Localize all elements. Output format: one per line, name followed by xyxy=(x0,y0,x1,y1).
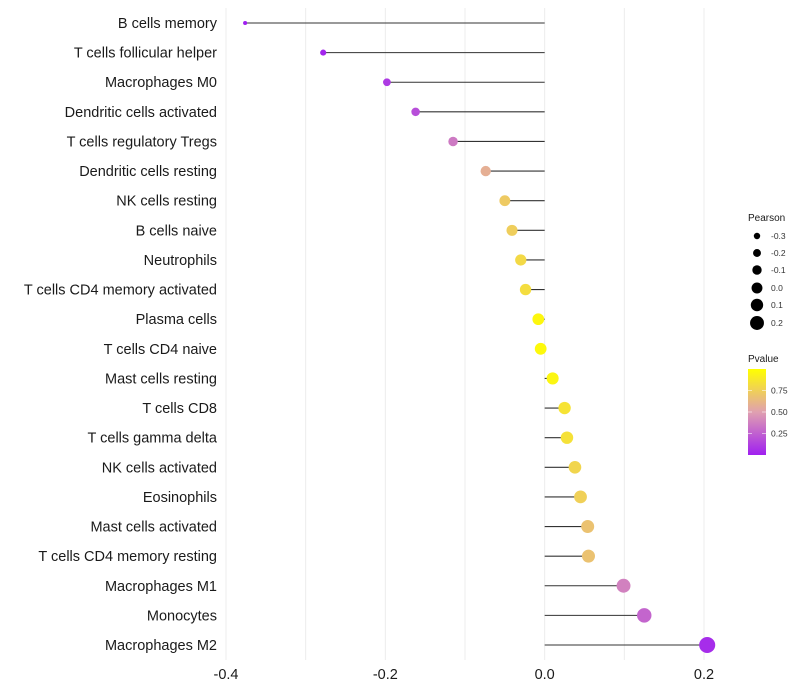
y-axis-label: Dendritic cells activated xyxy=(65,105,217,121)
legend-pearson: Pearson -0.3 -0.2 -0.1 0.0 0.1 0.2 xyxy=(748,213,786,330)
lollipop-point xyxy=(637,608,652,623)
grid-lines xyxy=(225,8,705,660)
legend-pearson-key xyxy=(750,316,764,330)
y-axis-label: Monocytes xyxy=(147,608,217,624)
legend-pvalue-colorbar xyxy=(748,369,766,455)
legend-pvalue-label: 0.75 xyxy=(771,386,788,396)
y-axis-label: T cells CD4 naive xyxy=(104,342,217,358)
legend-pearson-label: -0.3 xyxy=(771,231,786,241)
lollipop-point xyxy=(448,136,458,147)
lollipop-point xyxy=(581,549,595,563)
y-axis-label: NK cells resting xyxy=(116,194,217,210)
lollipop-point xyxy=(616,578,631,593)
legend-pearson-key xyxy=(753,232,761,240)
legend-pearson-title: Pearson xyxy=(748,213,785,224)
x-axis-tick-label: -0.2 xyxy=(373,667,398,683)
y-axis-label: Macrophages M2 xyxy=(105,638,217,654)
lollipop-point xyxy=(568,460,582,474)
legend-pvalue-label: 0.25 xyxy=(771,429,788,439)
y-axis-label: Neutrophils xyxy=(144,253,217,269)
y-axis-label: B cells memory xyxy=(118,16,218,32)
legend-pearson-label: 0.0 xyxy=(771,283,783,293)
lollipop-point xyxy=(243,20,248,26)
y-axis-label: Eosinophils xyxy=(143,490,217,506)
lollipop-point xyxy=(532,313,545,326)
lollipop-point xyxy=(480,165,491,177)
legend-pearson-key xyxy=(751,282,763,294)
lollipop-point xyxy=(574,490,587,504)
y-axis-label: Macrophages M0 xyxy=(105,75,217,91)
y-axis-label: T cells regulatory Tregs xyxy=(67,134,217,150)
y-axis-label: Macrophages M1 xyxy=(105,579,217,595)
y-axis-label: Mast cells resting xyxy=(105,371,217,387)
legend-pvalue-title: Pvalue xyxy=(748,354,779,365)
lollipop-point xyxy=(499,195,511,207)
lollipop-point xyxy=(411,107,420,117)
y-axis-label: B cells naive xyxy=(136,223,217,239)
lollipop-point xyxy=(534,342,547,355)
lollipop-point xyxy=(546,372,559,385)
y-axis-label: Plasma cells xyxy=(136,312,217,328)
y-axis-labels: B cells memory T cells follicular helper M… xyxy=(24,16,218,654)
y-axis-label: T cells CD8 xyxy=(142,401,217,417)
y-axis-label: T cells gamma delta xyxy=(88,431,218,447)
lollipop-point xyxy=(519,283,532,296)
lollipop-point xyxy=(558,401,571,415)
legend-pvalue: Pvalue 0.75 0.50 0.25 xyxy=(748,354,788,455)
x-axis-tick-label: 0.2 xyxy=(694,667,714,683)
x-axis-tick-labels: -0.4 -0.2 0.0 0.2 xyxy=(214,667,715,683)
lollipop-points xyxy=(243,20,716,654)
lollipop-point xyxy=(320,49,327,56)
x-axis-tick-label: 0.0 xyxy=(535,667,555,683)
x-axis-tick-label: -0.4 xyxy=(214,667,239,683)
lollipop-stems xyxy=(245,22,708,646)
legend-pearson-label: -0.2 xyxy=(771,248,786,258)
legend-pearson-label: 0.2 xyxy=(771,318,783,328)
y-axis-label: Mast cells activated xyxy=(90,520,217,536)
lollipop-point xyxy=(506,224,518,236)
y-axis-label: T cells CD4 memory activated xyxy=(24,283,217,299)
legend-pearson-label: -0.1 xyxy=(771,265,786,275)
lollipop-point xyxy=(581,520,595,534)
legend-pvalue-label: 0.50 xyxy=(771,407,788,417)
legend-pearson-label: 0.1 xyxy=(771,300,783,310)
y-axis-label: NK cells activated xyxy=(102,460,217,476)
lollipop-point xyxy=(699,636,716,654)
lollipop-point xyxy=(383,78,391,87)
y-axis-label: T cells CD4 memory resting xyxy=(38,549,217,565)
lollipop-point xyxy=(560,431,574,444)
legend-pearson-key xyxy=(753,249,761,257)
legend-pearson-key xyxy=(750,298,764,312)
y-axis-label: T cells follicular helper xyxy=(74,46,217,62)
lollipop-point xyxy=(515,254,527,266)
legend-pearson-key xyxy=(752,265,762,275)
y-axis-label: Dendritic cells resting xyxy=(79,164,217,180)
